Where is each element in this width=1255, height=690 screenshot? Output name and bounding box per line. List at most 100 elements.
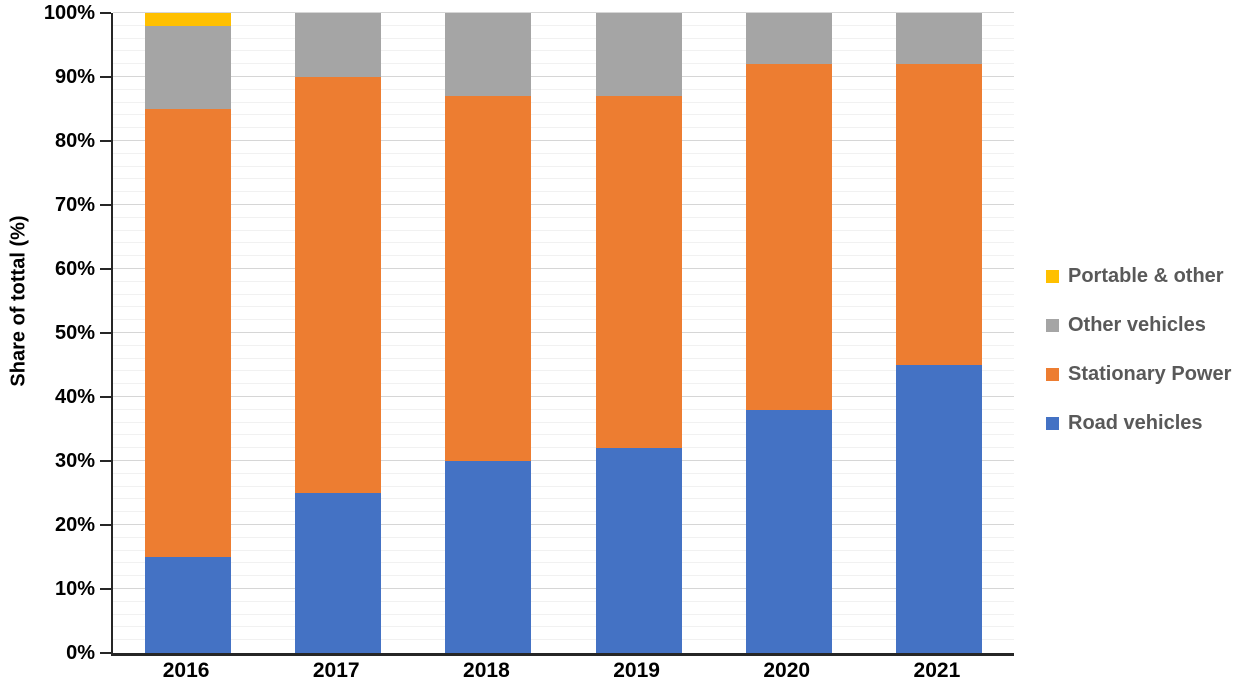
gridline-minor bbox=[113, 37, 1014, 39]
gridline-minor bbox=[113, 383, 1014, 385]
bar-segment-stationary-power bbox=[895, 64, 982, 365]
y-tick-mark bbox=[100, 524, 111, 526]
gridline-minor bbox=[113, 472, 1014, 474]
gridline-minor bbox=[113, 191, 1014, 193]
gridline-minor bbox=[113, 165, 1014, 167]
bar-segment-other-vehicles bbox=[895, 13, 982, 65]
bar-group-2018 bbox=[413, 13, 563, 653]
bar-segment-other-vehicles bbox=[745, 13, 832, 65]
legend-swatch-icon bbox=[1046, 269, 1059, 283]
x-tick-label: 2020 bbox=[763, 659, 811, 682]
gridline-major bbox=[113, 140, 1014, 141]
y-tick-mark bbox=[100, 588, 111, 590]
bar-segment-stationary-power bbox=[145, 109, 232, 557]
x-tick-label: 2017 bbox=[312, 659, 360, 682]
y-tick-label: 60% bbox=[54, 258, 95, 280]
y-tick-mark bbox=[100, 76, 111, 78]
x-tick-label: 2016 bbox=[162, 659, 210, 682]
y-tick-mark bbox=[100, 460, 111, 462]
gridline-minor bbox=[113, 50, 1014, 52]
y-tick-label: 50% bbox=[54, 322, 95, 344]
gridline-minor bbox=[113, 152, 1014, 154]
bar-segment-road-vehicles bbox=[895, 365, 982, 653]
y-tick-label: 40% bbox=[54, 386, 95, 408]
bar-segment-stationary-power bbox=[295, 77, 382, 493]
y-tick-mark bbox=[100, 140, 111, 142]
bar-segment-road-vehicles bbox=[295, 493, 382, 653]
gridline-minor bbox=[113, 511, 1014, 513]
gridline-major bbox=[113, 332, 1014, 333]
gridline-minor bbox=[113, 562, 1014, 564]
gridline-minor bbox=[113, 613, 1014, 615]
x-tick-label: 2019 bbox=[613, 659, 660, 682]
gridline-minor bbox=[113, 88, 1014, 90]
bar-segment-stationary-power bbox=[445, 96, 532, 461]
gridline-major bbox=[113, 76, 1014, 77]
gridline-minor bbox=[113, 319, 1014, 321]
gridline-minor bbox=[113, 114, 1014, 116]
bar-segment-portable-other bbox=[145, 13, 232, 26]
bar-segment-stationary-power bbox=[595, 96, 682, 449]
legend-label: Road vehicles bbox=[1068, 411, 1203, 434]
bar-segment-other-vehicles bbox=[145, 25, 232, 109]
legend-item-portable-other: Portable & other bbox=[1046, 265, 1231, 287]
y-tick-label: 0% bbox=[66, 642, 95, 664]
bar-segment-road-vehicles bbox=[595, 448, 682, 653]
gridline-minor bbox=[113, 639, 1014, 641]
gridline-minor bbox=[113, 306, 1014, 308]
bar-segment-road-vehicles bbox=[745, 409, 832, 653]
gridline-minor bbox=[113, 536, 1014, 538]
gridline-major bbox=[113, 460, 1014, 461]
y-tick-label: 100% bbox=[43, 2, 95, 24]
x-tick-label: 2021 bbox=[913, 659, 961, 682]
y-tick-mark bbox=[100, 652, 111, 654]
x-tick-label: 2018 bbox=[463, 659, 510, 682]
gridline-minor bbox=[113, 626, 1014, 628]
gridline-minor bbox=[113, 127, 1014, 129]
y-tick-label: 90% bbox=[54, 66, 95, 88]
bar-segment-other-vehicles bbox=[445, 13, 532, 97]
plot-area bbox=[111, 12, 1014, 656]
bar-group-2019 bbox=[564, 13, 714, 653]
gridline-minor bbox=[113, 357, 1014, 359]
bar-segment-stationary-power bbox=[745, 64, 832, 410]
gridline-minor bbox=[113, 293, 1014, 295]
legend-swatch-icon bbox=[1046, 416, 1059, 430]
gridline-minor bbox=[113, 229, 1014, 231]
y-tick-label: 20% bbox=[54, 514, 95, 536]
legend-item-stationary-power: Stationary Power bbox=[1046, 363, 1231, 385]
gridline-major bbox=[113, 204, 1014, 205]
bar-segment-other-vehicles bbox=[295, 13, 382, 77]
legend-label: Portable & other bbox=[1068, 264, 1224, 287]
gridline-major bbox=[113, 524, 1014, 525]
gridline-minor bbox=[113, 549, 1014, 551]
gridline-minor bbox=[113, 101, 1014, 103]
y-tick-label: 10% bbox=[54, 578, 95, 600]
legend: Portable & other Other vehicles Stationary… bbox=[1046, 265, 1231, 434]
gridline-minor bbox=[113, 344, 1014, 346]
gridline-major bbox=[113, 12, 1014, 13]
gridline-major bbox=[113, 588, 1014, 589]
gridline-minor bbox=[113, 63, 1014, 65]
gridline-minor bbox=[113, 280, 1014, 282]
gridline-minor bbox=[113, 600, 1014, 602]
gridline-major bbox=[113, 396, 1014, 397]
gridline-minor bbox=[113, 370, 1014, 372]
gridline-minor bbox=[113, 447, 1014, 449]
legend-label: Stationary Power bbox=[1068, 362, 1232, 385]
y-tick-label: 80% bbox=[54, 130, 95, 152]
legend-label: Other vehicles bbox=[1068, 313, 1206, 336]
y-axis-title: Share of tottal (%) bbox=[7, 215, 30, 387]
y-tick-mark bbox=[100, 204, 111, 206]
bar-group-2020 bbox=[714, 13, 864, 653]
y-tick-label: 70% bbox=[54, 194, 95, 216]
gridline-minor bbox=[113, 485, 1014, 487]
bar-group-2021 bbox=[864, 13, 1014, 653]
gridline-minor bbox=[113, 421, 1014, 423]
legend-swatch-icon bbox=[1046, 367, 1059, 381]
gridline-minor bbox=[113, 216, 1014, 218]
y-tick-mark bbox=[100, 332, 111, 334]
legend-item-road-vehicles: Road vehicles bbox=[1046, 412, 1231, 434]
bar-segment-road-vehicles bbox=[445, 461, 532, 653]
